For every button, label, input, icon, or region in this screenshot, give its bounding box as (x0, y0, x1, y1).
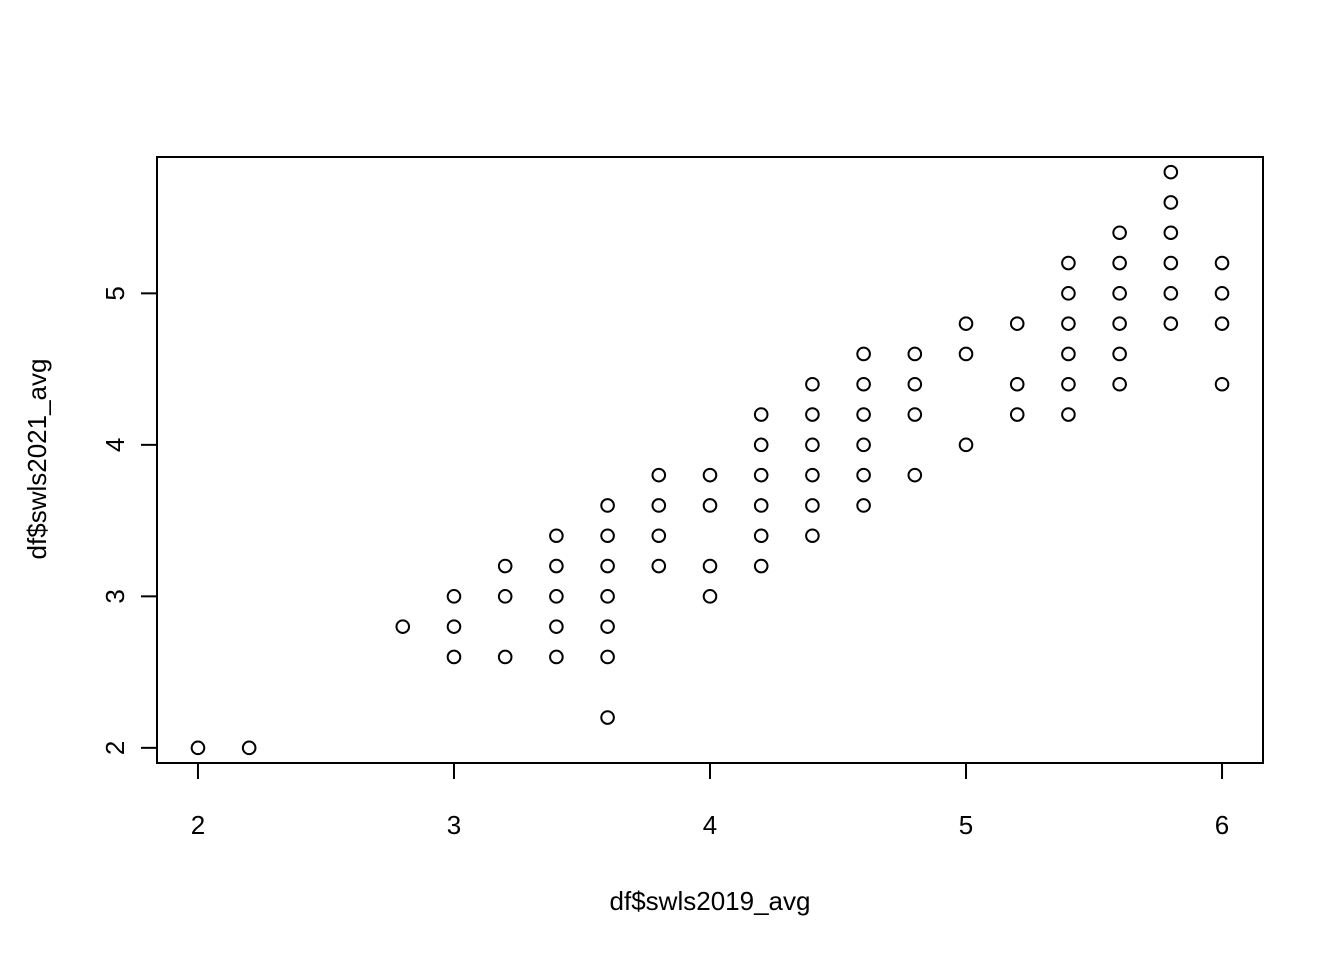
data-point (702, 558, 718, 574)
data-point (651, 467, 667, 483)
data-point (753, 498, 769, 513)
data-point (651, 558, 667, 574)
data-point (805, 376, 820, 392)
data-point (600, 619, 615, 634)
data-point (702, 589, 718, 604)
data-point (600, 710, 615, 725)
data-point (651, 528, 667, 544)
y-tick-label: 4 (100, 438, 130, 452)
y-tick-label: 3 (100, 589, 130, 603)
data-point (395, 619, 411, 634)
x-tick-label: 3 (447, 810, 461, 840)
data-point (1163, 164, 1179, 180)
data-point (702, 498, 718, 513)
data-point (1009, 316, 1025, 331)
data-point (600, 649, 615, 665)
data-point (1214, 286, 1230, 301)
data-point (651, 498, 667, 513)
data-point (856, 437, 871, 453)
data-point (600, 498, 615, 513)
x-axis: 2 3 4 5 6 (191, 762, 1229, 840)
data-point (907, 467, 923, 483)
data-point (1214, 376, 1230, 392)
data-point (1009, 407, 1025, 422)
data-point (1009, 376, 1025, 392)
data-point (497, 589, 513, 604)
y-tick-label: 5 (100, 286, 130, 300)
data-point (600, 558, 615, 574)
data-point (1061, 346, 1076, 362)
x-tick-label: 4 (703, 810, 717, 840)
data-point (702, 467, 718, 483)
data-point (1112, 255, 1127, 271)
data-point (1112, 225, 1127, 241)
data-point (1061, 316, 1076, 331)
x-tick-label: 2 (191, 810, 205, 840)
data-point (549, 528, 564, 544)
data-point (1163, 316, 1179, 331)
x-tick-label: 6 (1215, 810, 1229, 840)
data-point (805, 528, 820, 544)
data-point (1214, 255, 1230, 271)
data-point (907, 376, 923, 392)
data-points (190, 164, 1230, 756)
data-point (1112, 376, 1127, 392)
data-point (856, 407, 871, 422)
data-point (1112, 286, 1127, 301)
data-point (1163, 286, 1179, 301)
data-point (241, 740, 257, 756)
data-point (907, 346, 923, 362)
data-point (753, 437, 769, 453)
data-point (753, 558, 769, 574)
data-point (753, 467, 769, 483)
data-point (497, 558, 513, 574)
data-point (549, 619, 564, 634)
y-axis: 2 3 4 5 (100, 286, 158, 755)
data-point (1163, 225, 1179, 241)
data-point (497, 649, 513, 665)
plot-frame (156, 156, 1264, 764)
data-point (1163, 195, 1179, 210)
data-point (856, 467, 871, 483)
data-point (856, 498, 871, 513)
data-point (805, 498, 820, 513)
data-point (1214, 316, 1230, 331)
data-point (856, 346, 871, 362)
data-point (907, 407, 923, 422)
data-point (1112, 346, 1127, 362)
data-point (958, 316, 974, 331)
data-point (856, 376, 871, 392)
data-point (446, 649, 462, 665)
data-point (446, 619, 462, 634)
data-point (190, 740, 206, 756)
data-point (1112, 316, 1127, 331)
data-point (1061, 286, 1076, 301)
data-point (1061, 255, 1076, 271)
data-point (446, 589, 462, 604)
x-tick-label: 5 (959, 810, 973, 840)
data-point (549, 558, 564, 574)
data-point (549, 589, 564, 604)
data-point (805, 407, 820, 422)
y-tick-label: 2 (100, 741, 130, 755)
data-point (958, 346, 974, 362)
data-point (753, 407, 769, 422)
data-point (600, 528, 615, 544)
data-point (805, 467, 820, 483)
data-point (600, 589, 615, 604)
data-point (753, 528, 769, 544)
data-point (805, 437, 820, 453)
data-point (1061, 407, 1076, 422)
y-axis-label: df$swls2021_avg (22, 359, 52, 560)
data-point (1061, 376, 1076, 392)
x-axis-label: df$swls2019_avg (610, 886, 811, 916)
data-point (958, 437, 974, 453)
data-point (1163, 255, 1179, 271)
data-point (549, 649, 564, 665)
